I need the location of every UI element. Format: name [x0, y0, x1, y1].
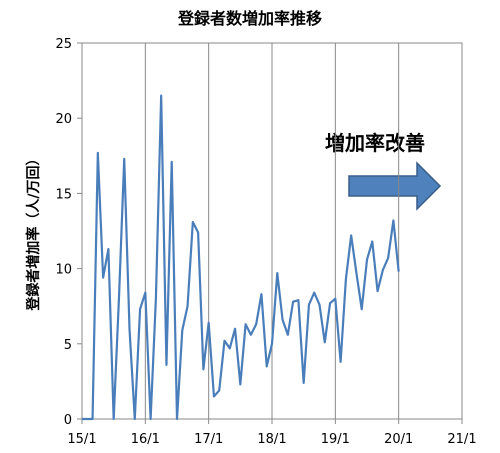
- y-tick-label: 0: [64, 413, 72, 428]
- y-tick-label: 25: [55, 37, 72, 52]
- chart-title: 登録者数増加率推移: [177, 9, 322, 28]
- x-tick-label: 17/1: [194, 432, 223, 447]
- y-tick-label: 10: [55, 263, 72, 278]
- x-tick-label: 18/1: [257, 432, 286, 447]
- x-tick-label: 20/1: [384, 432, 413, 447]
- x-tick-label: 15/1: [67, 432, 96, 447]
- x-tick-label: 16/1: [131, 432, 160, 447]
- plot-frame: [81, 42, 463, 420]
- arrow: [348, 161, 442, 211]
- x-tick-label: 19/1: [321, 432, 350, 447]
- x-tick-label: 21/1: [447, 432, 476, 447]
- y-tick-label: 15: [55, 187, 72, 202]
- y-axis-label: 登録者増加率（人/万回）: [25, 151, 42, 311]
- y-tick-label: 20: [55, 112, 72, 127]
- y-tick-label: 5: [64, 338, 72, 353]
- annotation: 増加率改善: [325, 131, 425, 155]
- data-line: [82, 94, 400, 421]
